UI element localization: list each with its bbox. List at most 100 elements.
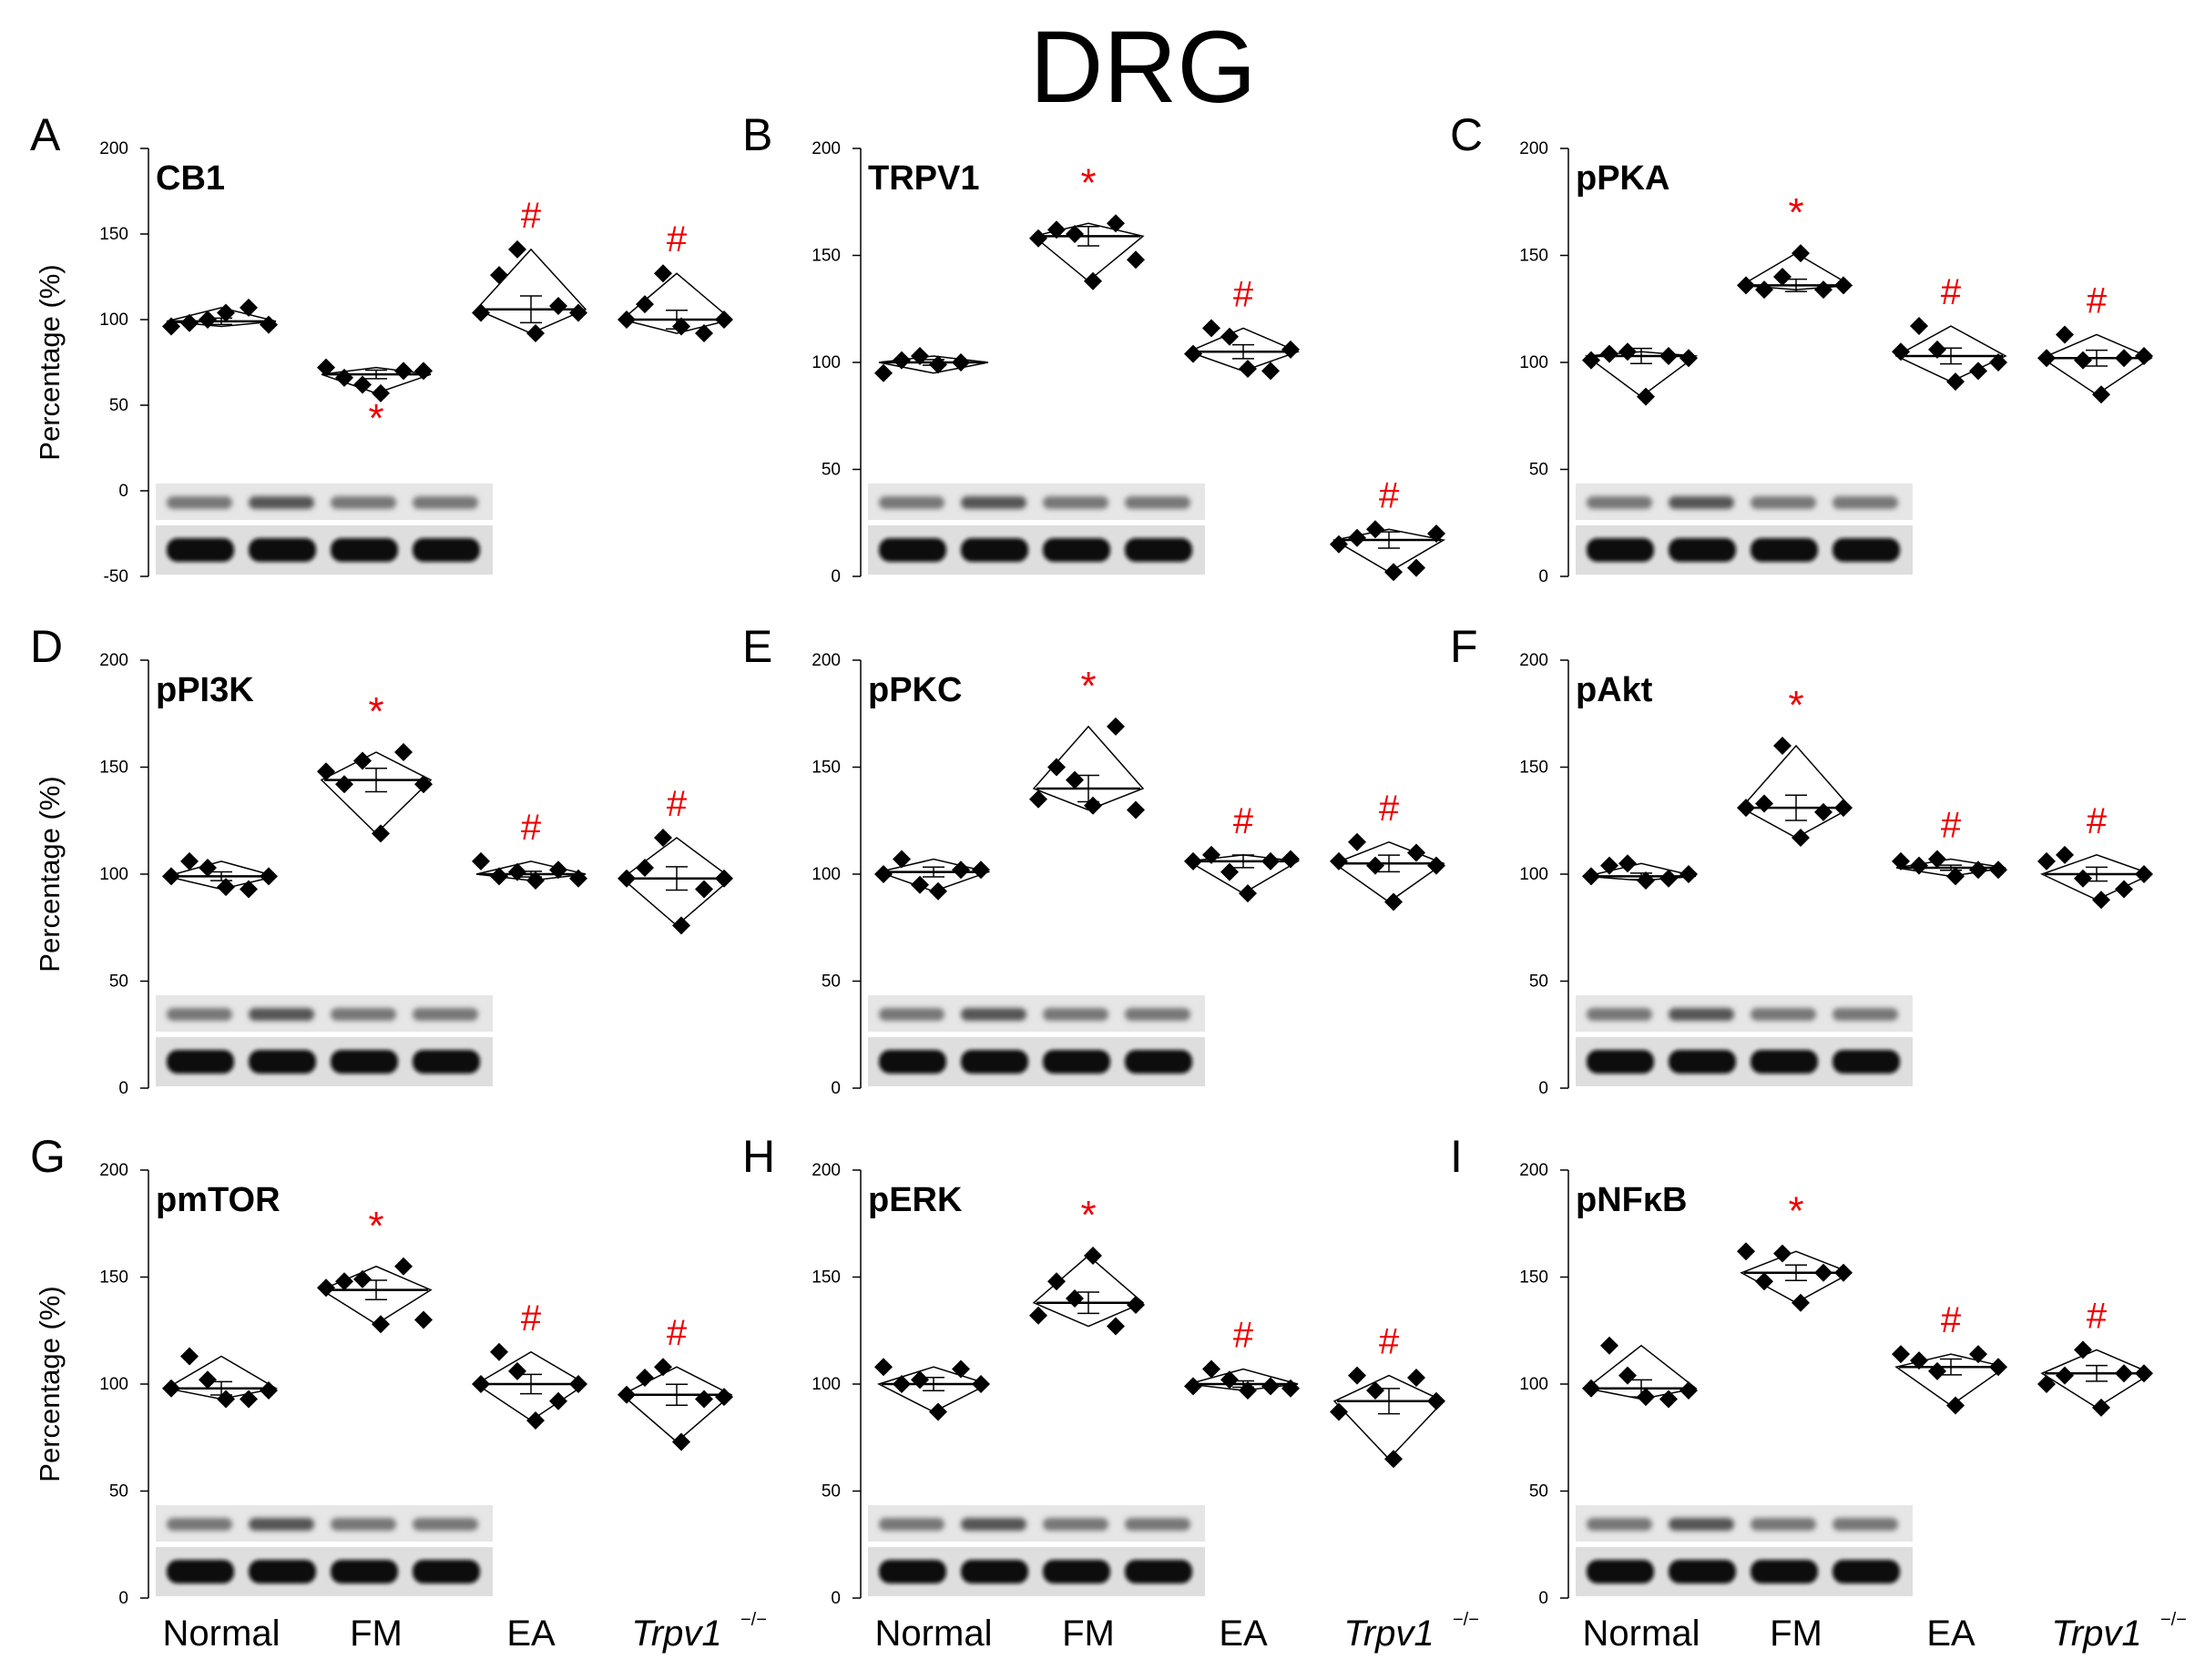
data-point xyxy=(1029,229,1047,248)
y-tick-label: 0 xyxy=(1538,1589,1548,1608)
data-point xyxy=(372,383,390,402)
significance-star: * xyxy=(1788,683,1803,728)
blot-band-loading xyxy=(413,1560,480,1583)
data-point xyxy=(2092,891,2110,910)
data-point xyxy=(2074,1340,2092,1359)
x-category-label: Trpv1 xyxy=(1343,1614,1434,1654)
y-tick-label: 100 xyxy=(99,865,128,884)
distribution-shape xyxy=(475,248,587,334)
data-point xyxy=(715,869,733,888)
blot-band-target xyxy=(1587,1008,1652,1021)
panel-letter: D xyxy=(30,621,63,672)
data-point xyxy=(549,296,567,315)
data-point xyxy=(2135,865,2153,883)
data-point xyxy=(1407,843,1425,862)
data-point xyxy=(1366,856,1384,875)
y-tick-label: 50 xyxy=(1529,1482,1548,1502)
significance-star: * xyxy=(1788,190,1803,235)
panel-letter: B xyxy=(742,109,772,160)
protein-title: TRPV1 xyxy=(868,159,979,198)
blot-band-target xyxy=(1587,496,1652,509)
distribution-shape xyxy=(1894,325,2007,382)
data-point xyxy=(508,862,526,881)
blot-band-target xyxy=(961,496,1026,509)
y-tick-label: 200 xyxy=(1519,139,1548,158)
data-point xyxy=(1407,1368,1425,1387)
blot-band-target xyxy=(167,1008,232,1021)
distribution-shape xyxy=(1332,840,1445,903)
y-tick-label: 200 xyxy=(99,1161,128,1180)
x-category-label: FM xyxy=(1770,1614,1822,1654)
significance-hash: # xyxy=(1379,1322,1400,1362)
data-point xyxy=(1737,1242,1755,1261)
data-point xyxy=(1814,280,1833,300)
panel-letter: G xyxy=(30,1131,66,1182)
blot-band-target xyxy=(331,496,396,509)
blot-band-target xyxy=(249,496,314,509)
data-point xyxy=(217,1390,235,1409)
blot-band-target xyxy=(413,496,478,509)
y-tick-label: 0 xyxy=(831,1079,841,1098)
significance-star: * xyxy=(368,689,383,734)
data-point xyxy=(1679,865,1698,883)
distribution-shape xyxy=(1186,854,1301,895)
data-point xyxy=(472,1375,490,1393)
data-point xyxy=(1261,851,1280,871)
blot-band-target xyxy=(1833,1518,1898,1531)
blot-band-target xyxy=(1125,496,1190,509)
data-point xyxy=(1969,1345,1987,1364)
data-point xyxy=(1637,387,1655,406)
data-point xyxy=(1792,1293,1810,1312)
y-tick-label: 50 xyxy=(822,1482,841,1502)
data-point xyxy=(1220,327,1239,346)
panel-letter: F xyxy=(1450,621,1478,672)
data-point xyxy=(1755,1272,1773,1291)
data-point xyxy=(695,1390,713,1409)
panel-letter: I xyxy=(1450,1131,1463,1182)
distribution-shape xyxy=(320,751,433,835)
blot-band-loading xyxy=(331,1560,398,1583)
significance-star: * xyxy=(1080,160,1096,205)
data-point xyxy=(1107,214,1125,233)
data-point xyxy=(1834,799,1853,818)
blot-band-loading xyxy=(961,1050,1028,1074)
data-point xyxy=(1184,344,1202,363)
data-point xyxy=(952,353,970,372)
panel-letter: H xyxy=(742,1131,775,1182)
data-point xyxy=(911,875,929,894)
data-point xyxy=(1755,280,1773,300)
y-axis-label: Percentage (%) xyxy=(34,264,66,460)
blot-band-target xyxy=(1669,1518,1734,1531)
y-tick-label: 100 xyxy=(1519,1375,1548,1394)
panels-group: A CB1 -50 0 50 100 150 200 Percentage (%) * # # B TRP… xyxy=(30,109,2187,1654)
data-point xyxy=(1330,1402,1348,1421)
data-point xyxy=(1281,340,1300,359)
significance-hash: # xyxy=(2087,280,2108,321)
significance-hash: # xyxy=(667,219,688,260)
data-point xyxy=(952,1359,970,1379)
data-point xyxy=(1928,850,1946,869)
data-point xyxy=(1892,342,1910,361)
data-point xyxy=(1989,1358,2007,1377)
blot-band-target xyxy=(331,1518,396,1531)
data-point xyxy=(569,869,587,888)
significance-hash: # xyxy=(1233,1316,1254,1356)
x-category-superscript: −/− xyxy=(2160,1610,2187,1630)
protein-title: pPKA xyxy=(1576,159,1669,198)
blot-band-loading xyxy=(1587,1050,1654,1074)
y-tick-label: 50 xyxy=(1529,461,1548,480)
data-point xyxy=(1582,351,1600,370)
data-point xyxy=(549,860,567,880)
data-point xyxy=(549,1391,567,1410)
data-point xyxy=(1348,528,1366,547)
data-point xyxy=(1348,832,1366,851)
data-point xyxy=(2135,1364,2153,1383)
blot-band-loading xyxy=(1125,1560,1192,1583)
data-point xyxy=(2074,869,2092,888)
data-point xyxy=(911,1370,929,1390)
data-point xyxy=(1659,1390,1678,1409)
y-tick-label: 150 xyxy=(99,225,128,244)
data-point xyxy=(260,867,278,886)
blot-band-target xyxy=(1751,1518,1816,1531)
